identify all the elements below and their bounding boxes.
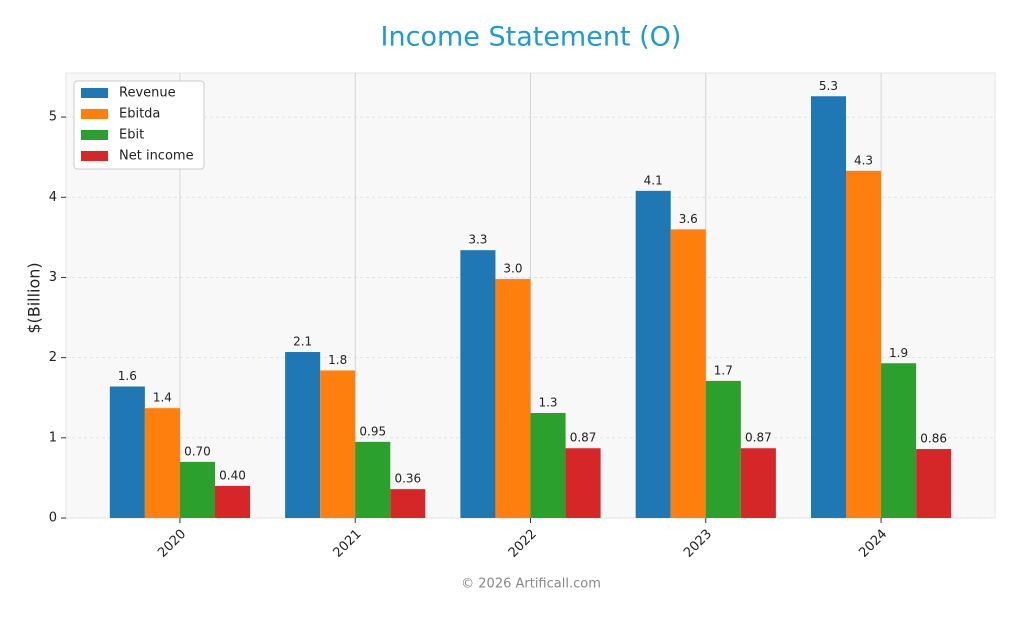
legend-label: Ebitda	[119, 107, 160, 122]
legend-label: Net income	[119, 149, 194, 164]
value-label: 0.36	[394, 472, 421, 486]
legend-swatch	[81, 151, 108, 161]
y-tick-label: 4	[49, 190, 57, 205]
legend-label: Revenue	[119, 86, 176, 101]
value-label: 1.6	[118, 369, 137, 383]
value-label: 2.1	[293, 335, 312, 349]
x-tick-label: 2020	[155, 527, 189, 561]
legend: Revenue Ebitda Ebit Net income	[73, 80, 205, 170]
bar	[355, 441, 391, 518]
y-tick-label: 2	[49, 350, 57, 365]
legend-swatch	[81, 130, 108, 140]
value-label: 1.4	[153, 391, 172, 405]
bar	[214, 485, 251, 518]
bar	[285, 352, 321, 518]
bar	[179, 461, 215, 518]
value-label: 0.87	[745, 431, 772, 445]
bar	[390, 489, 426, 518]
bar	[109, 386, 145, 518]
x-tick-label: 2021	[331, 527, 365, 561]
bar	[320, 370, 356, 518]
bar	[810, 96, 847, 518]
x-tick-label: 2022	[506, 527, 540, 561]
bar	[881, 363, 917, 518]
legend-label: Ebit	[119, 128, 144, 143]
bar	[740, 448, 776, 518]
y-tick-label: 1	[49, 430, 57, 445]
bar	[530, 412, 566, 518]
y-tick-label: 5	[49, 110, 57, 125]
y-tick-label: 3	[49, 270, 57, 285]
bar	[565, 448, 601, 518]
value-label: 3.0	[503, 262, 522, 276]
value-label: 4.1	[644, 173, 663, 187]
value-label: 1.3	[538, 395, 557, 409]
marks: 1.6 2.1 3.3 4.1 5.3 1.4 1.8 3.0 3.6 4.3 0.70 0.95 1.…	[109, 79, 952, 519]
value-label: 0.40	[219, 468, 246, 482]
bar	[495, 279, 531, 518]
bar	[670, 229, 706, 518]
legend-swatch	[81, 109, 108, 119]
y-tick-label: 0	[49, 511, 57, 526]
bar	[460, 250, 496, 519]
value-label: 0.95	[359, 424, 386, 438]
bar	[705, 380, 741, 518]
value-label: 4.3	[854, 153, 873, 167]
value-label: 1.8	[328, 353, 347, 367]
legend-box	[73, 80, 205, 170]
value-label: 0.87	[570, 431, 597, 445]
value-label: 1.7	[714, 363, 733, 377]
x-tick-label: 2023	[681, 527, 715, 561]
bar	[846, 170, 882, 518]
chart-title: Income Statement (O)	[381, 22, 682, 53]
bar	[916, 449, 952, 518]
value-label: 3.3	[468, 233, 487, 247]
value-label: 0.86	[920, 432, 947, 446]
value-label: 1.9	[889, 346, 908, 360]
bar	[144, 408, 180, 518]
value-label: 5.3	[819, 79, 838, 93]
y-axis-label: $(Billion)	[25, 262, 44, 333]
value-label: 3.6	[679, 212, 698, 226]
legend-swatch	[81, 88, 108, 98]
value-label: 0.70	[184, 444, 211, 458]
bar	[635, 190, 671, 518]
x-tick-label: 2024	[856, 527, 890, 561]
footer: © 2026 Artificall.com	[461, 577, 601, 592]
